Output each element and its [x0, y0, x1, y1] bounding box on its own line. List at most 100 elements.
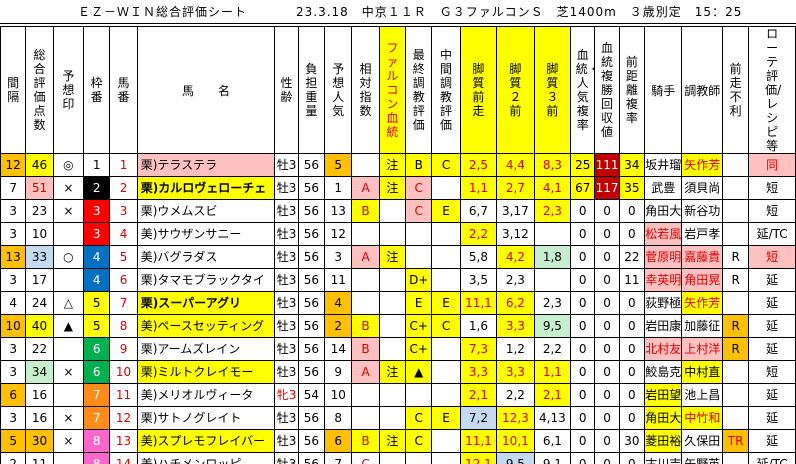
mid-train-cell — [431, 452, 461, 464]
trainer-cell: 上村洋 — [681, 337, 723, 361]
style-prev3-cell: 2,3 — [533, 291, 572, 315]
final-train-cell — [405, 222, 433, 246]
horse-name-cell: 美)スプレモフレイバー — [136, 429, 276, 453]
relative-index-cell — [351, 222, 380, 246]
waku-cell: 7 — [83, 383, 111, 407]
blood-pop-cell: 0 — [570, 199, 596, 223]
style-prev1-cell: 5,8 — [459, 245, 498, 269]
weight-cell: 56 — [297, 452, 326, 464]
table-row[interactable]: 3 23 × 3 3 栗)ウメムスビ 牡3 56 13 B C E 6,7 3,17 2,3 0 0 0 角田大 新谷… — [0, 199, 796, 223]
table-row[interactable]: 3 17 4 6 栗)タマモブラックタイ 牡3 56 11 D+ 3,5 2,3 0 0 11 幸英明 角田晃… — [0, 268, 796, 292]
col-waku-label: 枠番 — [90, 76, 103, 104]
style-prev1-cell: 2,5 — [459, 153, 498, 177]
uma-cell: 9 — [109, 337, 138, 361]
table-row[interactable]: 13 33 ○ 4 5 美)バグラダス 牡3 56 3 A 注 5,8 4,2 1,8 0 0 22 菅原明 嘉藤貴… — [0, 245, 796, 269]
mid-train-cell: E — [431, 291, 461, 315]
trouble-cell — [721, 360, 750, 384]
weight-cell: 56 — [297, 245, 326, 269]
popularity-cell: 13 — [324, 199, 353, 223]
trainer-cell: 池上昌 — [681, 383, 723, 407]
style-prev1-cell: 1,6 — [459, 314, 498, 338]
table-row[interactable]: 2 11 8 14 美)ハチメンロッピ 牡3 56 7 C 12,1 9,5 9,1 0 0 0 古川吉 矢野英… — [0, 452, 796, 464]
relative-index-cell: A — [351, 176, 380, 200]
trainer-cell: 中村直 — [681, 360, 723, 384]
interval-cell: 3 — [0, 199, 27, 223]
header-col-jockey: 騎手 — [643, 26, 683, 154]
table-row[interactable]: 6 16 7 11 美)メリオルヴィータ 牝3 54 10 2,1 2,2 2,1 0 0 0 岩田望 池上昌… — [0, 383, 796, 407]
trouble-cell — [721, 153, 750, 177]
col-rotation-label: ローテ評価/レシピ等 — [765, 27, 782, 153]
sex-age-cell: 牡3 — [274, 314, 299, 338]
blood-cell — [378, 452, 407, 464]
col-style-2-label: 脚質２前 — [509, 62, 522, 118]
header-col-sex: 性齢 — [274, 26, 299, 154]
prev-dist-cell: 0 — [618, 383, 646, 407]
weight-cell: 56 — [297, 360, 326, 384]
trainer-cell: 新谷功 — [681, 199, 723, 223]
style-prev3-cell: 9,5 — [533, 314, 572, 338]
blood-value-cell: 0 — [594, 406, 620, 430]
weight-cell: 56 — [297, 199, 326, 223]
table-row[interactable]: 7 51 × 2 2 栗)カルロヴェローチェ 牡3 56 1 A 注 C 1,1 2,7 4,1 67 117 3… — [0, 176, 796, 200]
relative-index-cell: A — [351, 245, 380, 269]
style-prev1-cell: 11,1 — [459, 291, 498, 315]
uma-cell: 6 — [109, 268, 138, 292]
interval-cell: 7 — [0, 176, 27, 200]
table-row[interactable]: 4 24 △ 5 7 栗)スーパーアグリ 牡3 56 4 E E 11,1 6,2 2,3 0 0 0 荻野極 矢作… — [0, 291, 796, 315]
header-col-prev-trouble: 前走不利 — [721, 26, 750, 154]
interval-cell: 2 — [0, 452, 27, 464]
jockey-cell: 岩田康 — [643, 314, 683, 338]
jockey-cell: 武豊 — [643, 176, 683, 200]
rotation-cell: 延 — [748, 291, 796, 315]
col-name-label: 馬 名 — [182, 83, 231, 98]
style-prev3-cell — [533, 268, 572, 292]
horse-name-cell: 栗)スーパーアグリ — [136, 291, 276, 315]
mark-cell: × — [52, 406, 85, 430]
uma-cell: 11 — [109, 383, 138, 407]
sex-age-cell: 牡3 — [274, 199, 299, 223]
blood-pop-cell: 0 — [570, 268, 596, 292]
interval-cell: 3 — [0, 337, 27, 361]
table-row[interactable]: 3 16 × 7 12 栗)サトノグレイト 牡3 56 8 C E 7,2 12,3 4,13 0 0 0 角田大… — [0, 406, 796, 430]
style-prev2-cell: 4,4 — [496, 153, 535, 177]
trouble-cell — [721, 383, 750, 407]
horse-name-cell: 栗)ウメムスビ — [136, 199, 276, 223]
mark-cell: ▲ — [52, 314, 85, 338]
waku-cell: 4 — [83, 245, 111, 269]
table-row[interactable]: 3 34 × 6 10 栗)ミルトクレイモー 牡3 56 9 A 注 ▲ 3,3 3,3 1,1 0 0 0 鮫島克… — [0, 360, 796, 384]
style-prev3-cell: 8,3 — [533, 153, 572, 177]
header-col-pop: 予想人気 — [324, 26, 353, 154]
style-prev1-cell: 3,5 — [459, 268, 498, 292]
score-cell: 24 — [25, 291, 54, 315]
trainer-cell: 須貝尚 — [681, 176, 723, 200]
table-row[interactable]: 5 30 × 8 13 美)スプレモフレイバー 牡3 56 6 B 注 C 11,1 10,1 6,1 0 0 3… — [0, 429, 796, 453]
interval-cell: 12 — [0, 153, 27, 177]
prev-dist-cell: 22 — [618, 245, 646, 269]
style-prev1-cell: 12,1 — [459, 452, 498, 464]
relative-index-cell — [351, 383, 380, 407]
style-prev2-cell: 9,5 — [496, 452, 535, 464]
style-prev2-cell: 3,3 — [496, 314, 535, 338]
mark-cell — [52, 268, 85, 292]
relative-index-cell: B — [351, 314, 380, 338]
blood-cell: 注 — [378, 153, 407, 177]
style-prev3-cell: 1,8 — [533, 245, 572, 269]
sex-age-cell: 牡3 — [274, 360, 299, 384]
table-row[interactable]: 12 46 ◎ 1 1 栗)テラステラ 牡3 56 5 注 B C 2,5 4,4 8,3 25 111 34 坂井… — [0, 153, 796, 177]
popularity-cell: 1 — [324, 176, 353, 200]
waku-cell: 4 — [83, 268, 111, 292]
jockey-cell: 古川吉 — [643, 452, 683, 464]
blood-value-cell: 0 — [594, 222, 620, 246]
table-row[interactable]: 3 22 6 9 栗)アームズレイン 牡3 56 14 B C+ 7,3 1,2 2,2 0 0 0 北村友 上村… — [0, 337, 796, 361]
table-row[interactable]: 10 40 ▲ 5 8 美)ペースセッティング 牡3 56 2 B C+ C 1,6 3,3 9,5 0 0 0 岩… — [0, 314, 796, 338]
blood-pop-cell: 0 — [570, 337, 596, 361]
rotation-cell: 短 — [748, 245, 796, 269]
interval-cell: 3 — [0, 360, 27, 384]
prev-dist-cell: 30 — [618, 429, 646, 453]
waku-cell: 2 — [83, 176, 111, 200]
table-row[interactable]: 3 10 3 4 美)サウザンサニー 牡3 56 12 2,2 3,12 0 0 0 松若風 岩戸孝 延/TC — [0, 222, 796, 246]
rotation-cell: 短 — [748, 176, 796, 200]
trouble-cell — [721, 176, 750, 200]
evaluation-table: 間隔 総合評価点数 予想印 枠番 馬番 馬 名 性齢 負担重量 予想人気 相対指数 ファルコン血統最… — [0, 26, 796, 464]
mid-train-cell — [431, 245, 461, 269]
